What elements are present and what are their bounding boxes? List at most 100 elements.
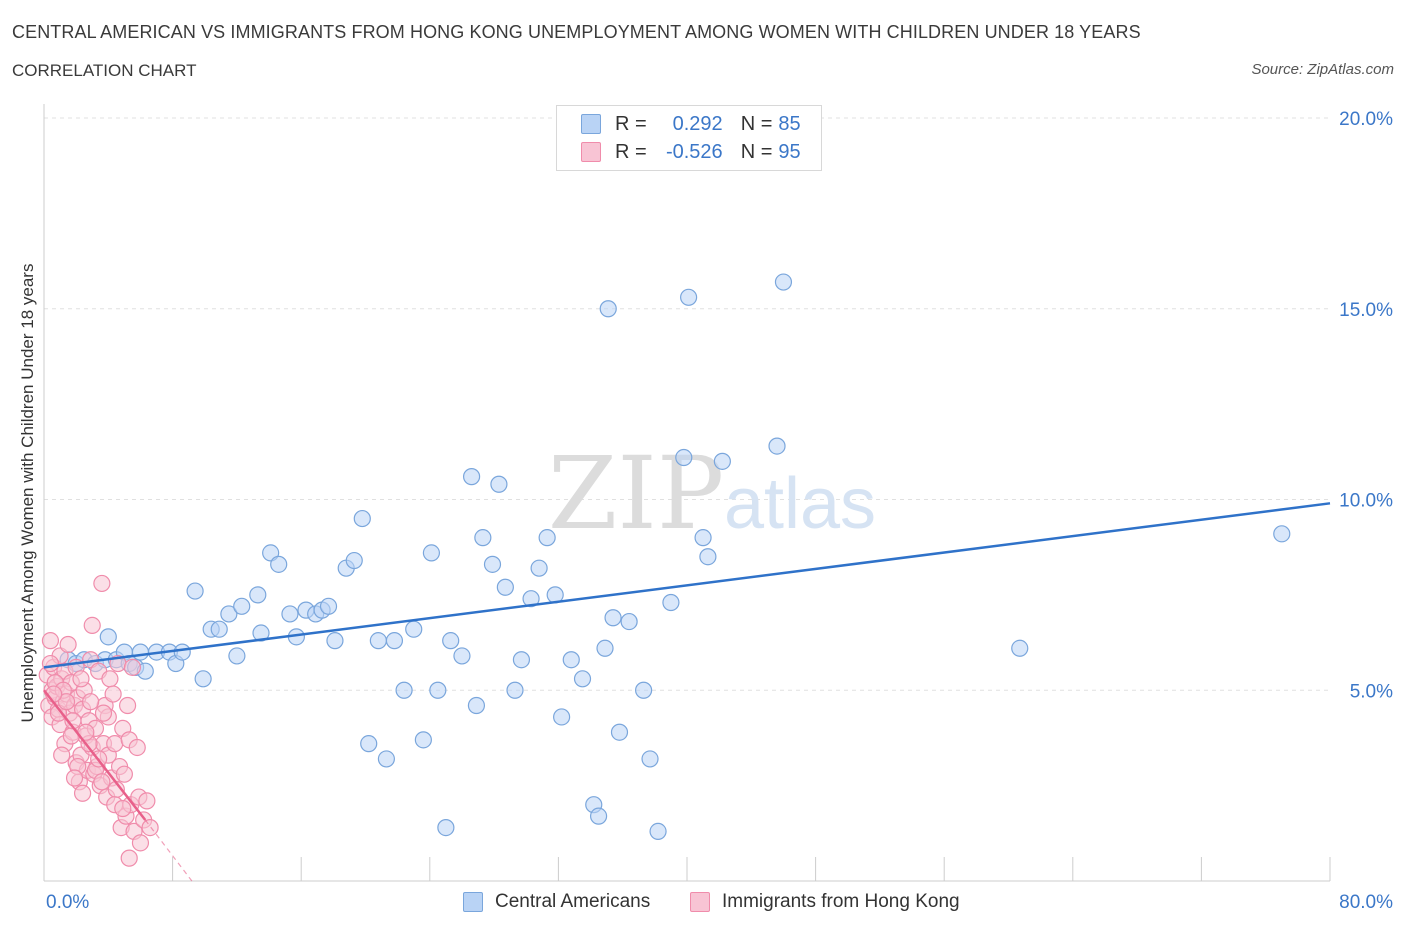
point-central-americans [496,578,514,596]
y-tick-label: 20.0% [1339,109,1393,130]
axes [43,104,1331,882]
point-hong-kong [128,738,146,757]
point-central-americans [99,628,117,646]
point-central-americans [233,597,251,615]
point-central-americans [369,632,387,650]
point-central-americans [506,681,524,699]
point-central-americans [1011,639,1029,657]
n-label: N = [740,140,773,163]
trend-lines [43,502,1331,882]
legend-row-central-americans: R = 0.292 N = 85 [581,112,801,136]
point-central-americans [220,605,238,623]
point-central-americans [385,632,404,650]
point-hong-kong [73,784,92,802]
y-tick-label: 10.0% [1339,491,1393,512]
point-central-americans [490,475,508,493]
point-central-americans [228,647,246,665]
legend-label-central-americans: Central Americans [495,891,651,912]
point-hong-kong [118,696,137,715]
point-central-americans [768,437,786,455]
point-central-americans [512,651,531,669]
point-hong-kong [83,616,101,634]
point-central-americans [641,750,659,768]
tick-labels: 5.0% 10.0% 15.0% 20.0% 0.0% 80.0% [46,109,1393,913]
hong-kong-points [38,574,159,867]
r-label: R = [615,112,647,135]
point-central-americans [599,300,617,318]
point-central-americans [377,750,395,768]
point-central-americans [326,632,344,650]
point-central-americans [694,529,712,547]
point-hong-kong [57,693,76,711]
watermark: ZIP atlas [548,435,876,552]
point-hong-kong [59,635,77,654]
point-hong-kong [120,849,138,867]
point-central-americans [774,273,793,291]
point-central-americans [186,582,204,600]
point-central-americans [675,448,693,467]
point-central-americans [699,548,717,566]
point-hong-kong [93,574,111,593]
point-central-americans [634,681,653,699]
point-hong-kong [123,658,142,676]
legend-row-hong-kong: R = -0.526 N = 95 [581,140,801,164]
legend-item-hong-kong: Immigrants from Hong Kong [690,890,960,914]
n-value-hong-kong: 95 [778,140,801,163]
point-central-americans [538,529,556,547]
trend-line-hong-kong-extension [144,819,193,882]
point-central-americans [1273,525,1291,543]
point-central-americans [562,651,580,669]
point-central-americans [422,544,441,562]
point-central-americans [453,647,471,665]
point-central-americans [680,288,698,306]
point-central-americans [210,620,228,638]
point-central-americans [249,586,267,604]
trend-line-central-americans [43,502,1331,669]
point-central-americans [596,639,614,657]
point-hong-kong [101,670,119,688]
point-central-americans [353,509,371,528]
point-hong-kong [93,773,111,791]
r-value-central-americans: 0.292 [672,112,723,135]
point-central-americans [252,624,270,642]
point-hong-kong [138,792,156,810]
point-hong-kong [94,704,113,722]
point-hong-kong [115,765,133,783]
point-central-americans [345,551,363,570]
point-hong-kong [131,834,150,852]
source-credit: Source: ZipAtlas.com [1251,61,1394,78]
point-central-americans [620,612,638,631]
point-central-americans [405,620,423,638]
point-central-americans [483,555,502,573]
blue-swatch [463,892,483,912]
pink-swatch [581,142,601,162]
point-hong-kong [53,746,71,764]
legend-item-central-americans: Central Americans [463,890,650,914]
point-central-americans [281,605,299,623]
point-central-americans [360,735,378,753]
point-central-americans [442,632,460,650]
point-hong-kong [41,632,60,650]
point-central-americans [604,609,622,627]
x-tick-label: 80.0% [1339,892,1393,913]
point-central-americans [553,708,571,726]
point-central-americans [131,643,150,661]
point-central-americans [194,670,212,688]
point-hong-kong [65,769,84,787]
point-central-americans [713,452,731,470]
point-hong-kong [141,818,159,837]
n-label: N = [740,112,773,135]
point-central-americans [437,818,455,837]
point-central-americans [462,468,481,486]
point-central-americans [573,670,592,688]
x-tick-label: 0.0% [46,892,89,913]
point-central-americans [319,597,338,615]
trend-line-hong-kong [43,689,147,821]
y-tick-label: 5.0% [1350,681,1393,702]
point-central-americans [395,681,413,699]
point-central-americans [530,559,548,577]
point-central-americans [474,529,492,547]
point-hong-kong [82,693,100,711]
point-central-americans [610,723,629,741]
